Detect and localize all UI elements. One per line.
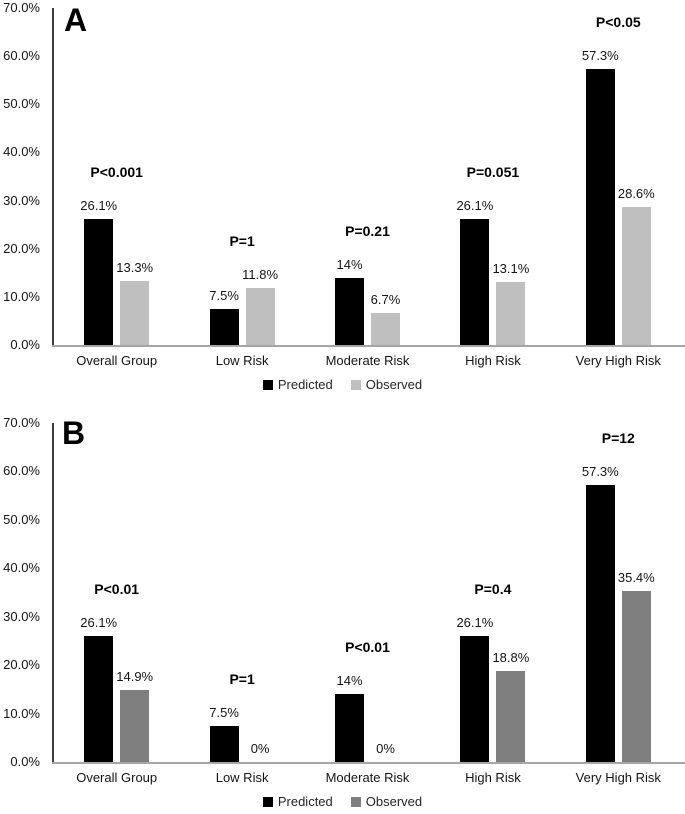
value-label-predicted-high-risk: 26.1%	[456, 198, 494, 214]
bar-predicted-overall-group	[84, 219, 114, 345]
bar-observed-moderate-risk	[371, 312, 400, 345]
y-tick-label: 20.0%	[3, 240, 40, 256]
bar-predicted-overall-group	[84, 635, 114, 762]
legend-item-predicted: Predicted	[262, 377, 333, 392]
value-label-predicted-very-high-risk: 57.3%	[581, 463, 619, 479]
value-label-predicted-overall-group: 26.1%	[80, 614, 118, 630]
value-label-predicted-low-risk: 7.5%	[209, 704, 239, 720]
legend-label-predicted: Predicted	[277, 377, 333, 392]
p-value-high-risk: P=0.4	[474, 580, 512, 597]
x-axis-label-overall-group: Overall Group	[76, 770, 158, 785]
y-tick-label: 70.0%	[3, 415, 40, 430]
p-value-overall-group: P<0.001	[90, 164, 143, 181]
x-axis-line	[52, 345, 685, 347]
x-axis-label-low-risk: Low Risk	[215, 353, 269, 368]
x-axis-label-very-high-risk: Very High Risk	[575, 770, 661, 785]
y-tick-label: 30.0%	[3, 192, 40, 208]
value-label-observed-overall-group: 14.9%	[116, 668, 154, 684]
value-label-predicted-low-risk: 7.5%	[209, 287, 239, 303]
y-axis-line	[52, 8, 54, 345]
value-label-observed-very-high-risk: 28.6%	[617, 186, 655, 202]
y-tick-label: 70.0%	[3, 0, 40, 15]
value-label-predicted-very-high-risk: 57.3%	[581, 48, 619, 64]
y-tick-label: 20.0%	[3, 657, 40, 673]
bar-observed-very-high-risk	[621, 207, 651, 345]
bar-predicted-very-high-risk	[585, 484, 615, 762]
x-axis-label-moderate-risk: Moderate Risk	[325, 770, 410, 785]
y-tick-label: 50.0%	[3, 511, 40, 527]
bar-observed-high-risk	[496, 670, 526, 762]
x-axis-label-low-risk: Low Risk	[215, 770, 269, 785]
p-value-low-risk: P=1	[229, 670, 255, 687]
x-axis-label-high-risk: High Risk	[465, 353, 521, 368]
legend-swatch-predicted-icon	[262, 379, 273, 390]
bar-predicted-high-risk	[460, 219, 490, 345]
y-tick-label: 30.0%	[3, 608, 40, 624]
legend-swatch-predicted-icon	[262, 796, 273, 807]
y-tick-label: 60.0%	[3, 48, 40, 64]
y-axis-line	[52, 423, 54, 762]
value-label-observed-low-risk: 0%	[250, 741, 270, 756]
x-axis-label-high-risk: High Risk	[465, 770, 521, 785]
value-label-observed-high-risk: 18.8%	[492, 649, 530, 665]
bar-predicted-low-risk	[209, 308, 239, 345]
value-label-predicted-overall-group: 26.1%	[80, 198, 118, 214]
legend-swatch-observed-icon	[350, 379, 361, 390]
bar-observed-overall-group	[120, 280, 150, 345]
legend-label-observed: Observed	[365, 377, 423, 392]
bar-predicted-low-risk	[209, 725, 239, 762]
p-value-high-risk: P=0.051	[466, 164, 520, 181]
x-axis-label-overall-group: Overall Group	[76, 353, 158, 368]
y-tick-label: 10.0%	[3, 288, 40, 304]
value-label-observed-low-risk: 11.8%	[242, 267, 279, 283]
legend-item-predicted: Predicted	[262, 794, 333, 809]
value-label-observed-overall-group: 13.3%	[116, 259, 154, 275]
legend: Predicted Observed	[0, 794, 685, 809]
legend-item-observed: Observed	[350, 377, 423, 392]
x-axis-label-very-high-risk: Very High Risk	[575, 353, 661, 368]
value-label-predicted-moderate-risk: 14%	[336, 673, 363, 689]
panel-label: A	[64, 2, 88, 38]
legend: Predicted Observed	[0, 377, 685, 392]
legend-label-observed: Observed	[365, 794, 423, 809]
value-label-observed-high-risk: 13.1%	[492, 260, 530, 276]
y-tick-label: 40.0%	[3, 560, 40, 576]
value-label-observed-moderate-risk: 0%	[376, 741, 395, 756]
value-label-predicted-high-risk: 26.1%	[456, 614, 494, 630]
y-tick-label: 0.0%	[10, 337, 40, 352]
p-value-low-risk: P=1	[229, 233, 255, 250]
bar-observed-high-risk	[496, 281, 526, 345]
bar-predicted-moderate-risk	[335, 277, 364, 345]
legend-swatch-observed-icon	[350, 796, 361, 807]
bar-predicted-high-risk	[460, 635, 490, 762]
bar-observed-overall-group	[120, 689, 150, 762]
p-value-very-high-risk: P<0.05	[595, 14, 641, 31]
value-label-predicted-moderate-risk: 14%	[336, 256, 363, 272]
bar-observed-very-high-risk	[621, 590, 651, 762]
bar-predicted-moderate-risk	[335, 694, 364, 762]
y-tick-label: 0.0%	[10, 754, 40, 769]
p-value-overall-group: P<0.01	[94, 580, 140, 597]
legend-item-observed: Observed	[350, 794, 423, 809]
y-tick-label: 60.0%	[3, 463, 40, 479]
legend-label-predicted: Predicted	[277, 794, 333, 809]
y-tick-label: 50.0%	[3, 96, 40, 112]
bar-predicted-very-high-risk	[585, 69, 615, 345]
y-tick-label: 10.0%	[3, 705, 40, 721]
x-axis-label-moderate-risk: Moderate Risk	[325, 353, 410, 368]
panel-label: B	[62, 415, 86, 451]
value-label-observed-moderate-risk: 6.7%	[370, 291, 401, 307]
x-axis-line	[52, 762, 685, 764]
value-label-observed-very-high-risk: 35.4%	[617, 569, 655, 585]
y-tick-label: 40.0%	[3, 144, 40, 160]
bar-observed-low-risk	[245, 288, 275, 345]
p-value-moderate-risk: P=0.21	[345, 222, 390, 239]
p-value-very-high-risk: P=12	[601, 429, 635, 446]
p-value-moderate-risk: P<0.01	[345, 639, 390, 656]
